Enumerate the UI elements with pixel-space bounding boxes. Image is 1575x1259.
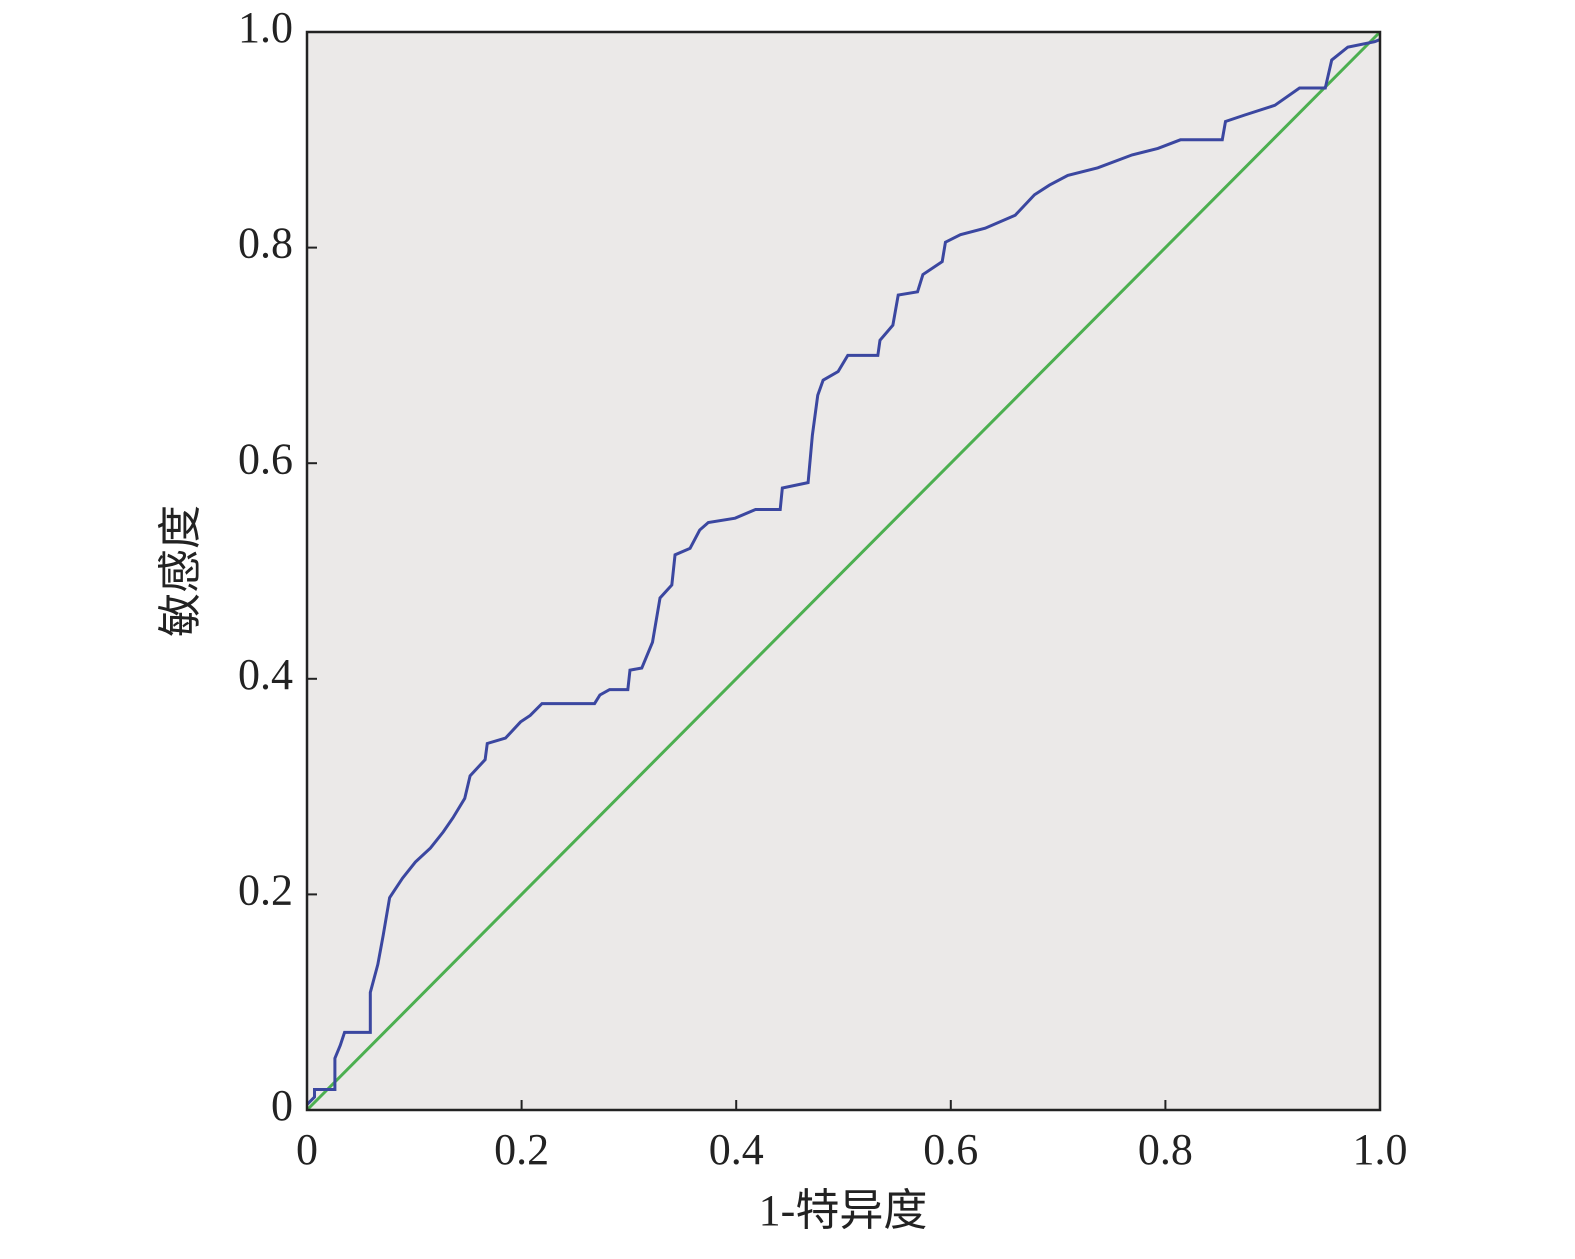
y-tick-label: 0.6 [238,434,293,483]
y-tick-label: 0 [271,1081,293,1130]
x-tick-label: 0 [296,1125,318,1174]
x-tick-label: 0.8 [1138,1125,1193,1174]
y-tick-label: 0.2 [238,865,293,914]
y-tick-label: 1.0 [238,3,293,52]
y-tick-label: 0.4 [238,650,293,699]
plot-frame [305,30,1382,1112]
series-line [305,30,1382,1112]
x-axis-label: 1-特异度 [759,1186,928,1235]
x-tick-label: 0.6 [923,1125,978,1174]
y-tick-label: 0.8 [238,219,293,268]
y-axis-label: 敏感度 [156,505,205,637]
series-line [305,38,1381,1106]
x-tick-label: 0.2 [494,1125,549,1174]
x-tick-label: 1.0 [1353,1125,1408,1174]
x-tick-label: 0.4 [709,1125,764,1174]
